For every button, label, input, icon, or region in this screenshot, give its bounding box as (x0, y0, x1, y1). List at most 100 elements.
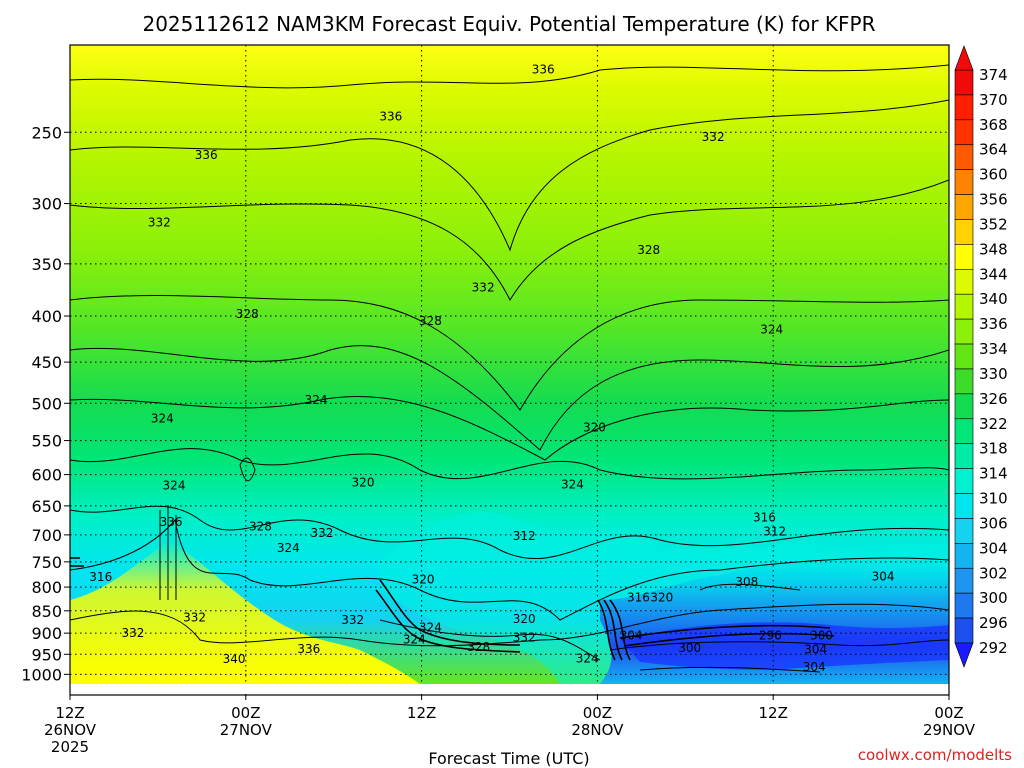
contour-label: 296 (759, 628, 782, 642)
y-tick-label: 950 (31, 645, 62, 664)
contour-label: 316 (89, 570, 112, 584)
terrain-strip (70, 684, 949, 694)
contour-label: 332 (148, 216, 171, 230)
colorbar-swatch (954, 617, 974, 644)
contour-label: 304 (804, 642, 827, 656)
colorbar-label: 322 (979, 415, 1008, 433)
x-axis-label: Forecast Time (UTC) (428, 749, 589, 768)
y-tick-label: 650 (31, 497, 62, 516)
contour-label: 304 (872, 570, 895, 584)
contour-label: 332 (122, 626, 145, 640)
contour-label: 308 (735, 575, 758, 589)
y-tick-label: 550 (31, 432, 62, 451)
contour-label: 336 (297, 642, 320, 656)
x-tick-label: 12Z (407, 704, 436, 722)
colorbar-swatch (954, 567, 974, 594)
colorbar-label: 326 (979, 390, 1008, 408)
contour-label: 336 (160, 515, 183, 529)
x-tick-label: 12Z (55, 704, 84, 722)
contour-label: 324 (151, 412, 174, 426)
contour-label: 304 (803, 660, 826, 674)
x-tick-label: 00Z (934, 704, 963, 722)
contour-label: 328 (236, 307, 259, 321)
colorbar-label: 300 (979, 589, 1008, 607)
colorbar-label: 302 (979, 564, 1008, 582)
colorbar-swatch (954, 269, 974, 295)
contour-label: 312 (763, 525, 786, 539)
colorbar-swatch (954, 518, 974, 544)
contour-label: 324 (403, 633, 426, 647)
x-tick-label: 28NOV (571, 721, 624, 739)
contour-label: 324 (305, 393, 328, 407)
contour-label: 340 (223, 652, 246, 666)
y-tick-label: 400 (31, 307, 62, 326)
y-tick-label: 500 (31, 394, 62, 413)
y-tick-label: 450 (31, 353, 62, 372)
contour-label: 312 (513, 529, 536, 543)
colorbar-swatch (954, 194, 974, 220)
contour-label: 320 (513, 612, 536, 626)
colorbar-label: 370 (979, 91, 1008, 109)
y-tick-label: 300 (31, 195, 62, 214)
contour-label: 304 (620, 628, 643, 642)
colorbar-label: 318 (979, 440, 1008, 458)
y-tick-label: 600 (31, 466, 62, 485)
colorbar-swatch (954, 119, 974, 146)
contour-label: 300 (678, 641, 701, 655)
contour-label: 324 (277, 541, 300, 555)
contour-label: 336 (195, 148, 218, 162)
contour-label: 328 (249, 519, 272, 533)
colorbar-swatch (954, 219, 974, 245)
x-tick-label: 26NOV (44, 721, 97, 739)
contour-label: 328 (467, 640, 490, 654)
y-tick-label: 800 (31, 578, 62, 597)
contour-label: 324 (561, 477, 584, 491)
colorbar-label: 348 (979, 240, 1008, 258)
colorbar-swatch (954, 343, 974, 370)
colorbar-label: 292 (979, 639, 1008, 657)
contour-label: 324 (163, 479, 186, 493)
colorbar-swatch (954, 144, 974, 170)
colorbar-swatch (954, 443, 974, 469)
colorbar-label: 344 (979, 265, 1008, 283)
contour-label: 332 (311, 526, 334, 540)
y-tick-label: 1000 (21, 665, 62, 684)
colorbar-swatch (954, 393, 974, 420)
x-tick-label: 00Z (231, 704, 260, 722)
colorbar-label: 336 (979, 315, 1008, 333)
colorbar-max-arrow (954, 45, 974, 71)
colorbar-swatch (954, 418, 974, 444)
contour-label: 336 (379, 109, 402, 123)
colorbar-label: 310 (979, 490, 1008, 508)
x-tick-label: 00Z (583, 704, 612, 722)
colorbar-label: 368 (979, 116, 1008, 134)
colorbar-swatch (954, 468, 974, 494)
contour-label: 324 (760, 322, 783, 336)
colorbar-label: 360 (979, 166, 1008, 184)
colorbar-swatch (954, 94, 974, 121)
plot-frame (69, 44, 950, 696)
x-tick-label: 2025 (51, 738, 89, 756)
contour-label: 332 (702, 130, 725, 144)
colorbar-swatch (954, 244, 974, 270)
y-tick-label: 350 (31, 255, 62, 274)
contour-label: 324 (419, 620, 442, 634)
colorbar-swatch (954, 169, 974, 195)
colorbar-label: 374 (979, 66, 1008, 84)
y-tick-label: 750 (31, 553, 62, 572)
contour-label: 336 (532, 63, 555, 77)
contour-label: 332 (183, 611, 206, 625)
contour-label: 328 (419, 314, 442, 328)
colorbar-label: 296 (979, 614, 1008, 632)
contour-label: 328 (637, 243, 660, 257)
dense-contour-band (70, 557, 835, 661)
colorbar-label: 314 (979, 465, 1008, 483)
warm-low-level-region (70, 540, 420, 684)
colorbar-label: 340 (979, 290, 1008, 308)
contour-lines (70, 64, 949, 673)
colorbar-swatch (954, 543, 974, 569)
colorbar-label: 356 (979, 191, 1008, 209)
contour-label: 300 (810, 628, 833, 642)
